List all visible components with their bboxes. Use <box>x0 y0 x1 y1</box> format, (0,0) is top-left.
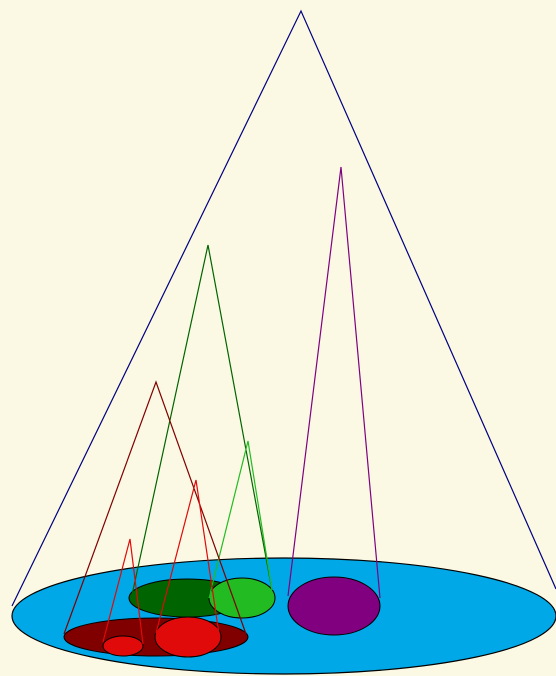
red-cone-large-outline <box>155 479 220 635</box>
red-cone-small-base <box>102 635 144 657</box>
red-cone-large-base <box>154 616 222 658</box>
outer-cone-base <box>11 557 556 675</box>
light-green-cone-base <box>208 577 276 619</box>
light-green-cone-outline <box>208 440 273 599</box>
dark-red-cone-outline <box>63 380 247 635</box>
outer-cone-outline <box>11 9 556 607</box>
purple-cone-base <box>287 576 381 636</box>
red-cone-small-outline <box>102 538 144 645</box>
purple-cone-outline <box>287 166 381 599</box>
dark-green-cone-outline <box>131 244 273 596</box>
